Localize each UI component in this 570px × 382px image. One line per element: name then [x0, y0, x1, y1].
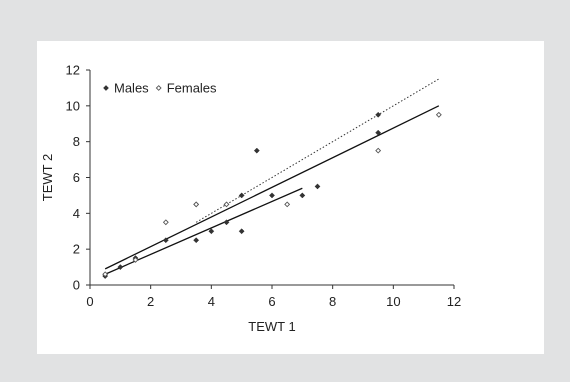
data-point-series-1	[435, 111, 442, 118]
x-tick-label: 8	[329, 294, 336, 309]
data-point-series-0	[299, 192, 306, 199]
trend-line-series-1	[104, 105, 440, 270]
data-point-series-0	[162, 237, 169, 244]
x-axis-title: TEWT 1	[248, 319, 295, 334]
y-tick-label: 8	[73, 134, 80, 149]
y-tick-label: 2	[73, 242, 80, 257]
x-tick-label: 10	[386, 294, 400, 309]
reference-line	[195, 78, 440, 223]
trend-lines	[104, 78, 440, 275]
data-point-series-0	[238, 228, 245, 235]
legend-marker-series-1	[155, 85, 162, 91]
legend-label-series-1: Females	[167, 81, 217, 96]
data-point-series-1	[193, 201, 200, 208]
scatter-chart: 0 2 4 6 8 10 12 0 2 4 6 8 10 12 Males Females TEWT 1 T…	[40, 63, 462, 335]
data-point-series-0	[375, 111, 382, 118]
x-tick-label: 0	[86, 294, 93, 309]
y-tick-label: 12	[66, 63, 80, 78]
legend: Males Females	[103, 81, 217, 96]
data-point-series-0	[253, 147, 260, 154]
x-tick-label: 2	[147, 294, 154, 309]
data-point-series-1	[132, 256, 139, 263]
y-tick-label: 6	[73, 170, 80, 185]
data-point-series-0	[193, 237, 200, 244]
data-point-series-0	[223, 219, 230, 226]
legend-label-series-0: Males	[114, 81, 149, 96]
legend-marker-series-0	[103, 85, 109, 91]
axes: 0 2 4 6 8 10 12 0 2 4 6 8 10 12	[66, 63, 462, 310]
data-point-series-0	[314, 183, 321, 190]
data-points	[102, 111, 442, 279]
data-point-series-1	[162, 219, 169, 226]
x-tick-label: 12	[447, 294, 461, 309]
data-point-series-1	[102, 271, 109, 278]
x-tick-label: 4	[208, 294, 215, 309]
data-point-series-0	[238, 192, 245, 199]
data-point-series-1	[375, 147, 382, 154]
data-point-series-1	[223, 201, 230, 208]
data-point-series-0	[208, 228, 215, 235]
y-tick-label: 0	[73, 278, 80, 293]
data-point-series-0	[117, 264, 124, 271]
x-tick-label: 6	[268, 294, 275, 309]
y-tick-label: 4	[73, 206, 80, 221]
chart-panel: 0 2 4 6 8 10 12 0 2 4 6 8 10 12 Males Females TEWT 1 T…	[37, 41, 544, 354]
data-point-series-1	[284, 201, 291, 208]
y-axis-title: TEWT 2	[40, 154, 55, 201]
data-point-series-0	[375, 129, 382, 136]
data-point-series-0	[269, 192, 275, 199]
y-tick-label: 10	[66, 98, 80, 113]
